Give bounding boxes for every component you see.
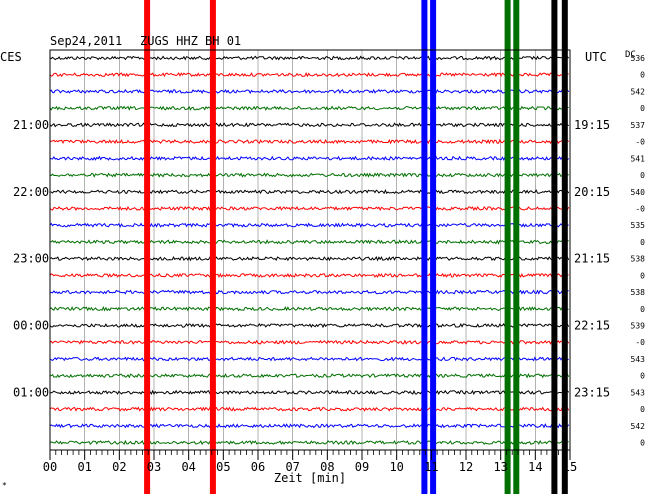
dc-value-label: -0 [635,138,645,147]
seismic-trace [49,439,569,446]
dc-value-label: 542 [631,87,646,96]
x-axis-ticks [49,450,571,460]
dc-value-label: 539 [631,322,646,331]
event-band [421,0,428,494]
dc-value-label: 0 [640,439,645,448]
dc-value-label: 536 [631,54,646,63]
dc-value-label: 540 [631,188,646,197]
dc-value-label: 542 [631,422,646,431]
seismic-trace [49,239,569,245]
x-tick-labels: 00 01 02 03 04 05 06 07 08 09 10 11 12 13 14 15 [43,460,577,474]
left-time-label: 00:00 [13,319,49,333]
dc-value-label: 0 [640,104,645,113]
right-time-label: 23:15 [574,385,610,399]
seismic-trace [49,205,570,212]
dc-value-label: -0 [635,204,645,213]
x-tick-label: 09 [355,460,369,474]
dc-value-label: 0 [640,71,645,80]
station-label: ZUGS HHZ BH 01 [140,34,241,48]
dc-value-label: 0 [640,271,645,280]
dc-value-label: 0 [640,238,645,247]
grid [84,50,536,450]
event-band [209,0,216,494]
seismic-trace [49,306,569,312]
x-tick-label: 03 [147,460,161,474]
left-time-label: 01:00 [13,385,49,399]
right-zone-label: UTC [585,50,607,64]
dc-value-label: 538 [631,255,646,264]
right-time-labels: 19:15 20:15 21:15 22:15 23:15 [574,118,610,400]
left-time-label: 22:00 [13,185,49,199]
seismic-trace [49,105,569,111]
date-label: Sep24,2011 [50,34,122,48]
seismic-trace [49,372,570,379]
dc-value-label: -0 [635,338,645,347]
seismic-trace [49,406,570,412]
right-time-label: 20:15 [574,185,610,199]
dc-value-label: 541 [631,154,646,163]
x-tick-label: 05 [216,460,230,474]
x-tick-label: 06 [251,460,265,474]
right-time-label: 22:15 [574,319,610,333]
dc-value-label: 0 [640,171,645,180]
seismic-trace [49,88,570,95]
event-band [504,0,511,494]
x-tick-label: 15 [563,460,577,474]
x-tick-label: 08 [320,460,334,474]
dc-value-labels: 536 0 542 0 537 -0 541 0 540 -0 535 0 538 0 538 0 539 -0 5… [631,54,646,448]
left-time-label: 21:00 [13,118,49,132]
right-time-label: 19:15 [574,118,610,132]
x-tick-label: 01 [77,460,91,474]
seismic-trace [49,289,569,295]
dc-value-label: 535 [631,221,646,230]
x-tick-label: 12 [459,460,473,474]
x-tick-label: 04 [181,460,195,474]
dc-header-label: DC [625,50,636,60]
dc-value-label: 0 [640,372,645,381]
seismic-trace [49,55,570,61]
seismic-trace [49,138,570,145]
event-band [430,0,437,494]
dc-value-label: 543 [631,388,646,397]
x-tick-label: 10 [389,460,403,474]
event-band [561,0,568,494]
plot-frame [49,49,571,451]
event-group [144,0,568,494]
seismic-trace [49,222,569,228]
left-zone-label: CES [0,50,22,64]
x-tick-label: 00 [43,460,57,474]
seismic-trace [49,155,570,161]
x-tick-label: 13 [493,460,507,474]
dc-value-label: 0 [640,405,645,414]
right-time-label: 21:15 [574,252,610,266]
left-time-label: 23:00 [13,252,49,266]
event-band [551,0,558,494]
seismic-trace [49,423,570,429]
seismic-trace [49,122,570,128]
x-tick-label: 14 [528,460,542,474]
seismic-trace [49,272,569,279]
dc-value-label: 537 [631,121,646,130]
x-axis-label: Zeit [min] [274,471,346,485]
seismic-trace [49,172,569,178]
seismic-trace [49,189,570,195]
seismic-trace [49,71,569,78]
dc-value-label: 0 [640,305,645,314]
x-tick-label: 07 [285,460,299,474]
left-time-labels: 21:00 22:00 23:00 00:00 01:00 [13,118,49,400]
x-tick-label: 02 [112,460,126,474]
event-band [144,0,151,494]
trace-group [49,55,570,446]
seismic-trace [49,389,570,396]
dc-value-label: 538 [631,288,646,297]
seismic-trace [49,356,569,362]
footnote-mark: * [2,481,7,490]
seismic-trace [49,255,570,262]
x-tick-label: 11 [424,460,438,474]
seismic-trace [49,339,570,345]
seismic-trace [49,322,570,329]
event-band [513,0,520,494]
dc-value-label: 543 [631,355,646,364]
